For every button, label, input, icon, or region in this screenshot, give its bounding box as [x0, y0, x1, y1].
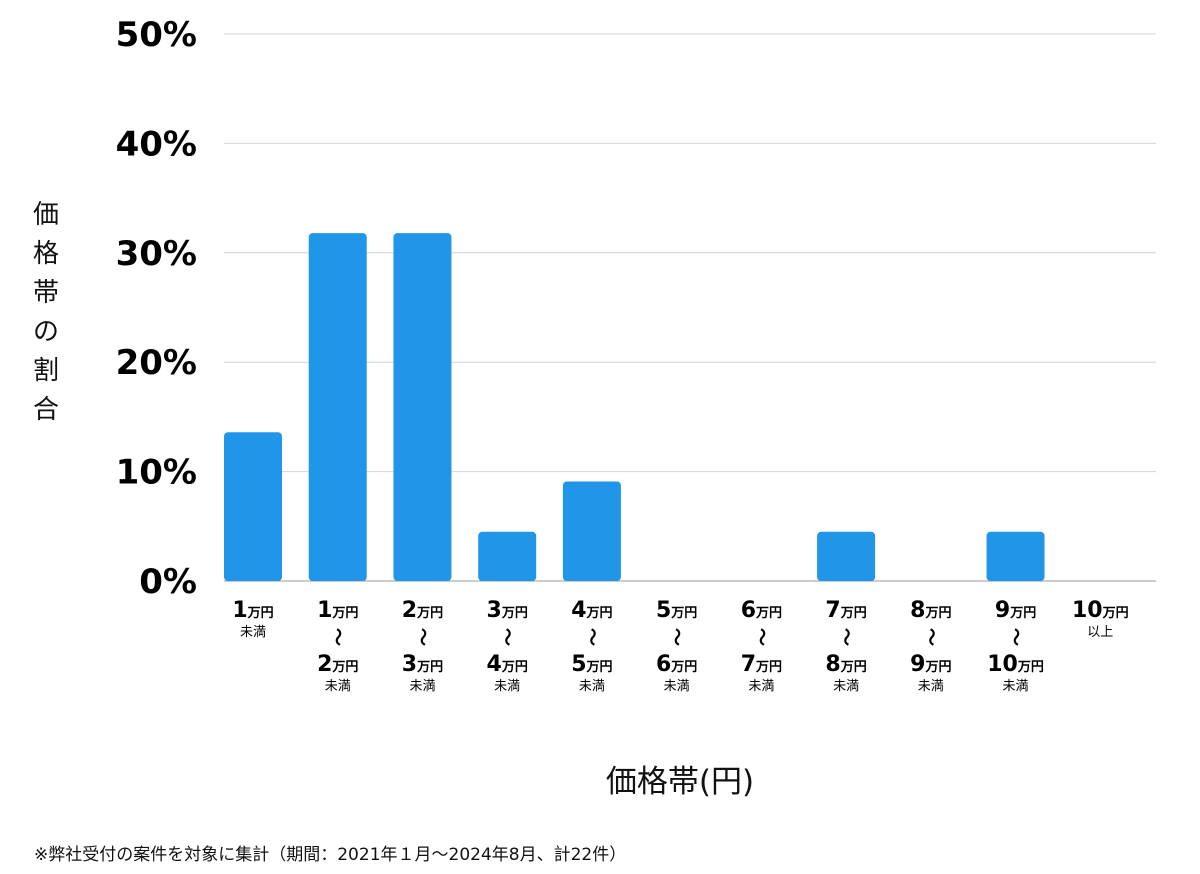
y-axis-title-char: 帯 [32, 278, 59, 308]
x-tick-label: 9万円 [910, 652, 951, 677]
x-range-symbol: 〜 [920, 628, 941, 646]
bar [478, 531, 537, 581]
x-tick-label: 7万円 [825, 598, 866, 623]
x-tick-label: 1万円 [232, 598, 273, 623]
x-range-symbol: 〜 [327, 628, 348, 646]
x-tick-label: 2万円 [317, 652, 358, 677]
x-label-suffix: 未満 [494, 679, 520, 694]
y-tick-label: 40% [116, 124, 197, 164]
y-tick-label: 10% [116, 453, 197, 493]
x-range-symbol: 〜 [496, 628, 517, 646]
x-tick-label: 2万円 [402, 598, 443, 623]
x-label-suffix: 未満 [664, 679, 690, 694]
y-tick-label: 20% [116, 343, 197, 383]
x-range-symbol: 〜 [581, 628, 602, 646]
x-range-symbol: 〜 [411, 628, 432, 646]
x-axis-title: 価格帯(円) [605, 764, 755, 800]
x-tick-label: 6万円 [741, 598, 782, 623]
x-tick-label: 10万円 [987, 652, 1044, 677]
x-tick-label: 3万円 [402, 652, 443, 677]
bar [224, 432, 282, 581]
x-tick-label: 7万円 [741, 652, 782, 677]
x-label-suffix: 未満 [833, 679, 859, 694]
y-axis-title-char: 価 [32, 200, 59, 230]
x-range-symbol: 〜 [1005, 628, 1026, 646]
y-axis-title-char: の [32, 317, 59, 347]
x-label-suffix: 未満 [409, 679, 435, 694]
x-label-suffix: 未満 [1003, 679, 1029, 694]
x-tick-label: 3万円 [487, 598, 528, 623]
bar [308, 233, 367, 581]
x-label-suffix: 未満 [918, 679, 944, 694]
bar [817, 531, 876, 581]
bar [393, 233, 452, 581]
bars [224, 233, 1045, 581]
x-range-symbol: 〜 [666, 628, 687, 646]
x-tick-label: 8万円 [910, 598, 951, 623]
x-label-suffix: 未満 [325, 679, 351, 694]
y-axis-title-char: 格 [32, 239, 59, 269]
x-tick-label: 9万円 [995, 598, 1036, 623]
x-label-suffix: 未満 [579, 679, 605, 694]
footnote: ※弊社受付の案件を対象に集計（期間：2021年１月〜2024年8月、計22件） [34, 845, 627, 865]
x-tick-label: 4万円 [571, 598, 612, 623]
x-label-suffix: 未満 [240, 625, 266, 640]
x-tick-label: 8万円 [825, 652, 866, 677]
x-tick-label: 6万円 [656, 652, 697, 677]
bar [562, 481, 621, 581]
x-tick-label: 5万円 [656, 598, 697, 623]
x-tick-label: 1万円 [317, 598, 358, 623]
y-axis-title: 価格帯の割合 [26, 196, 66, 430]
x-tick-label: 10万円 [1072, 598, 1129, 623]
bar [986, 531, 1045, 581]
x-range-symbol: 〜 [750, 628, 771, 646]
x-axis-labels: 1万円未満1万円〜2万円未満2万円〜3万円未満3万円〜4万円未満4万円〜5万円未… [232, 598, 1128, 694]
x-range-symbol: 〜 [835, 628, 856, 646]
y-tick-label: 30% [116, 234, 197, 274]
x-label-suffix: 未満 [748, 679, 774, 694]
x-label-suffix: 以上 [1087, 625, 1113, 640]
y-tick-label: 50% [116, 15, 197, 55]
y-tick-label: 0% [139, 562, 197, 602]
y-axis-title-char: 割 [32, 356, 59, 386]
x-tick-label: 4万円 [487, 652, 528, 677]
y-axis-title-char: 合 [32, 395, 59, 425]
y-axis-ticks: 0% 10% 20% 30% 40% 50% [116, 15, 197, 602]
x-tick-label: 5万円 [571, 652, 612, 677]
